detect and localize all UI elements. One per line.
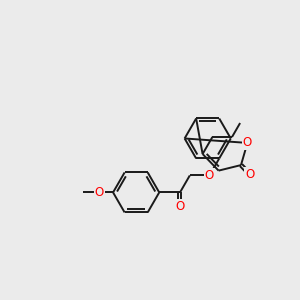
Text: O: O [205, 169, 214, 182]
Text: O: O [176, 200, 184, 213]
Text: O: O [243, 136, 252, 149]
Text: O: O [245, 168, 254, 181]
Text: O: O [94, 186, 104, 199]
